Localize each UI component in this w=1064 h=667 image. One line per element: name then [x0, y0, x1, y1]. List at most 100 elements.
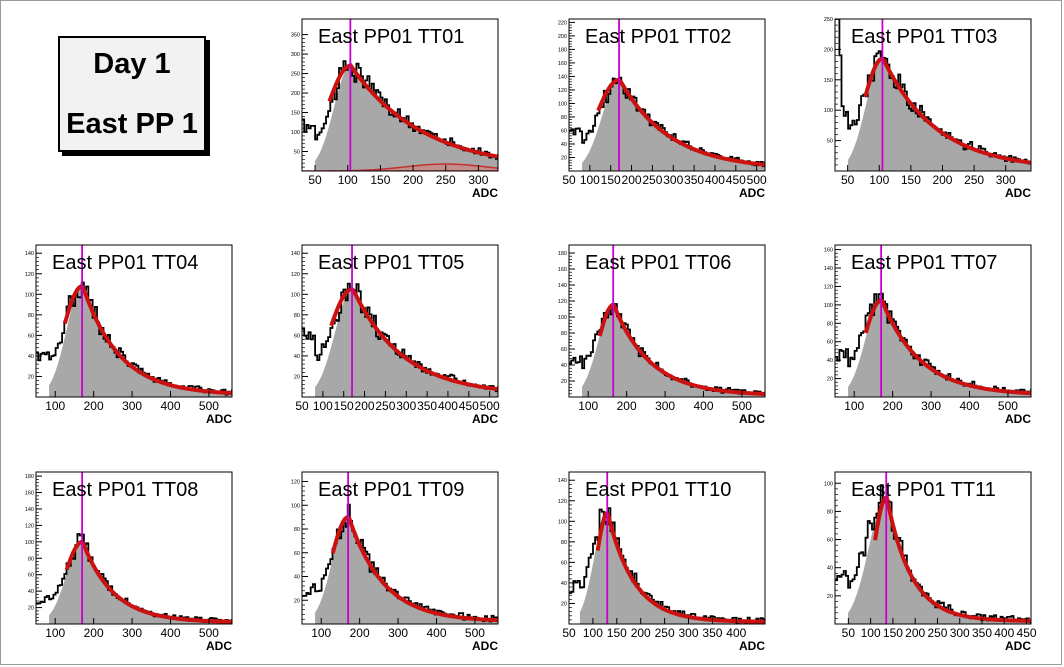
y-tick-label: 100	[291, 292, 300, 298]
y-tick-label: 100	[558, 315, 567, 321]
y-tick-label: 100	[558, 519, 567, 525]
x-tick-label: 100	[869, 173, 889, 187]
x-tick-label: 100	[844, 399, 864, 413]
y-tick-label: 100	[824, 108, 833, 114]
x-tick-label: 50	[842, 626, 856, 640]
x-tick-label: 300	[396, 399, 416, 413]
y-tick-label: 100	[291, 130, 300, 136]
panel-title: East PP01 TT09	[318, 479, 464, 501]
histogram-fill	[315, 65, 498, 171]
x-tick-label: 300	[655, 399, 675, 413]
x-tick-label: 500	[998, 399, 1018, 413]
y-tick-label: 80	[294, 527, 300, 533]
y-tick-label: 80	[294, 313, 300, 319]
y-tick-label: 180	[25, 474, 34, 480]
plot-area	[569, 19, 765, 171]
x-axis-label: ADC	[472, 639, 498, 653]
x-tick-label: 300	[996, 173, 1016, 187]
x-tick-label: 500	[732, 399, 752, 413]
x-tick-label: 100	[45, 399, 65, 413]
fit-curve	[329, 287, 498, 392]
x-tick-label: 200	[355, 399, 375, 413]
x-tick-label: 200	[905, 626, 925, 640]
x-tick-label: 200	[631, 626, 651, 640]
y-tick-label: 60	[561, 347, 567, 353]
plot-area	[835, 245, 1031, 397]
fit-curve	[330, 514, 498, 623]
x-tick-label: 50	[308, 173, 322, 187]
histogram-fill	[848, 54, 1031, 171]
y-tick-label: 40	[561, 142, 567, 148]
y-tick-label: 100	[25, 292, 34, 298]
y-tick-label: 40	[827, 358, 833, 364]
y-tick-label: 300	[291, 52, 300, 58]
y-tick-label: 100	[558, 101, 567, 107]
x-tick-label: 250	[642, 173, 662, 187]
y-tick-label: 80	[561, 540, 567, 546]
y-tick-label: 50	[294, 150, 300, 156]
x-tick-label: 250	[655, 626, 675, 640]
y-tick-label: 180	[558, 251, 567, 257]
x-tick-label: 200	[84, 626, 104, 640]
x-tick-label: 300	[468, 173, 488, 187]
x-tick-label: 200	[883, 399, 903, 413]
y-tick-label: 40	[561, 581, 567, 587]
y-tick-label: 20	[827, 594, 833, 600]
y-tick-label: 20	[561, 379, 567, 385]
y-tick-label: 100	[824, 303, 833, 309]
fit-curve	[595, 511, 765, 624]
panel-title: East PP01 TT03	[851, 26, 997, 48]
plot-area	[302, 245, 498, 397]
y-tick-label: 20	[561, 601, 567, 607]
x-tick-label: 150	[370, 173, 390, 187]
histogram-fill	[582, 78, 765, 171]
plot-frame	[301, 244, 499, 398]
x-tick-label: 300	[388, 626, 408, 640]
y-tick-label: 160	[25, 491, 34, 497]
y-tick-label: 80	[827, 321, 833, 327]
histogram-fill	[49, 286, 232, 397]
x-tick-label: 300	[663, 173, 683, 187]
x-tick-label: 250	[436, 173, 456, 187]
y-tick-label: 100	[25, 540, 34, 546]
plot-area	[835, 19, 1031, 171]
fit-curve	[863, 56, 1031, 165]
fit-curve	[327, 62, 498, 159]
histogram-fill	[579, 511, 765, 624]
x-axis-label: ADC	[472, 412, 498, 426]
y-tick-label: 60	[28, 333, 34, 339]
x-tick-label: 250	[964, 173, 984, 187]
y-tick-label: 180	[558, 47, 567, 53]
y-tick-label: 60	[294, 333, 300, 339]
x-tick-label: 300	[950, 626, 970, 640]
panel-title: East PP01 TT08	[52, 479, 198, 501]
x-axis-label: ADC	[1005, 412, 1031, 426]
panel-title: East PP01 TT06	[585, 252, 731, 274]
x-tick-label: 300	[122, 399, 142, 413]
y-tick-label: 140	[291, 251, 300, 257]
y-tick-label: 250	[291, 72, 300, 78]
y-tick-label: 100	[824, 481, 833, 487]
x-axis-label: ADC	[739, 639, 765, 653]
y-tick-label: 20	[294, 598, 300, 604]
x-tick-label: 350	[702, 626, 722, 640]
y-tick-label: 60	[827, 340, 833, 346]
histogram-line	[36, 281, 232, 396]
x-tick-label: 200	[350, 626, 370, 640]
x-tick-label: 100	[338, 173, 358, 187]
x-axis-label: ADC	[472, 186, 498, 200]
x-tick-label: 200	[403, 173, 423, 187]
y-tick-label: 150	[291, 111, 300, 117]
x-tick-label: 100	[311, 626, 331, 640]
panel-title: East PP01 TT11	[851, 479, 996, 501]
x-tick-label: 400	[705, 173, 725, 187]
x-tick-label: 50	[562, 173, 576, 187]
x-tick-label: 400	[693, 399, 713, 413]
plot-area	[835, 472, 1031, 624]
y-tick-label: 120	[25, 272, 34, 278]
x-tick-label: 100	[580, 173, 600, 187]
y-tick-label: 50	[827, 139, 833, 145]
